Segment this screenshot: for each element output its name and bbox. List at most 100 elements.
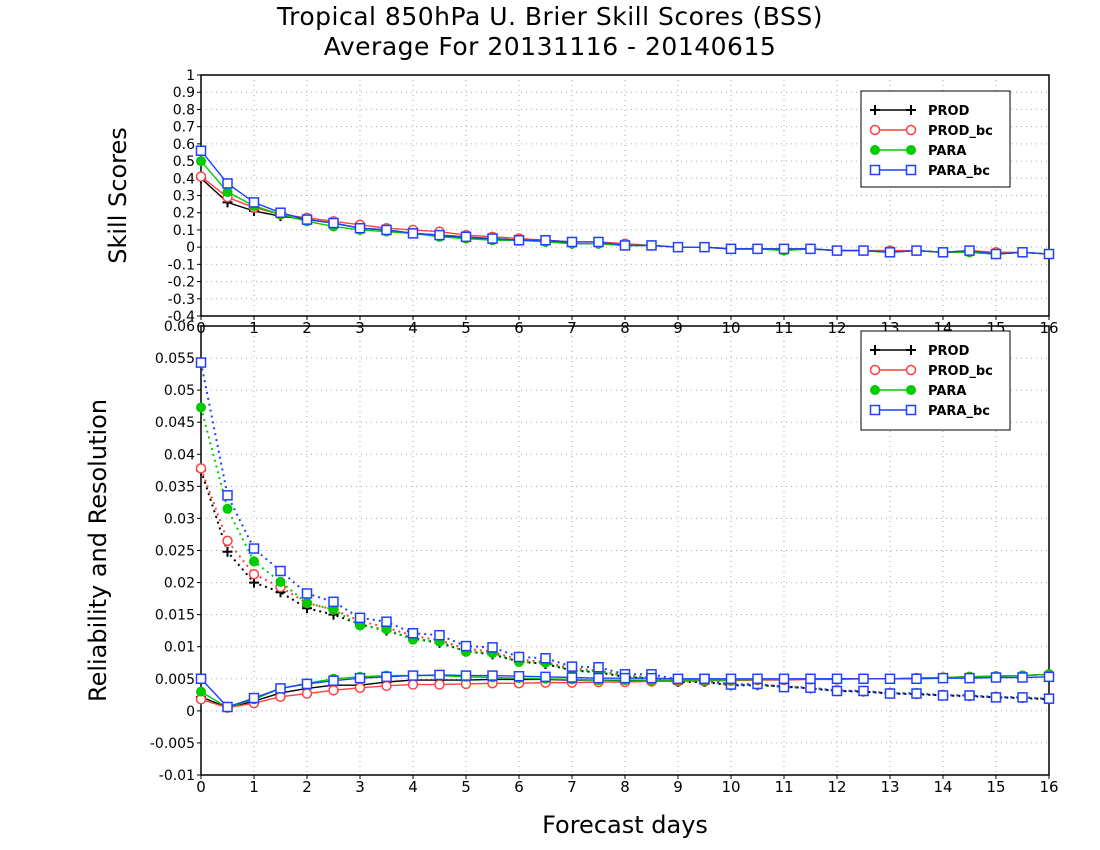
x-tick-label: 5	[461, 319, 471, 337]
point-para-bc	[354, 222, 366, 234]
legend-marker	[869, 164, 881, 176]
point-para	[249, 556, 259, 567]
x-tick-label: 6	[514, 778, 524, 796]
point-para-bc	[831, 673, 843, 685]
point-para-bc	[328, 217, 339, 229]
x-tick-label: 10	[721, 319, 740, 337]
point-para-bc	[805, 673, 816, 685]
point-prod-bc	[248, 568, 260, 580]
y-tick-label: 0.015	[155, 608, 195, 624]
point-para	[196, 156, 206, 167]
point-para-bc	[672, 241, 684, 253]
point-para-bc	[831, 685, 843, 697]
resolution-series-group	[195, 357, 1055, 705]
point-para-bc	[566, 672, 578, 683]
y-tick-label: 0.8	[173, 102, 195, 118]
point-para-bc	[858, 245, 869, 256]
point-para-bc	[487, 642, 498, 653]
x-tick-label: 5	[461, 778, 471, 796]
y-tick-label: -0.01	[159, 768, 195, 784]
legend-box	[860, 90, 1011, 188]
legend-entry-prod-bc: PROD_bc	[928, 124, 993, 139]
series-group	[195, 145, 1055, 260]
legend-entry-para-bc: PARA_bc	[928, 164, 990, 179]
legend-marker	[906, 385, 916, 395]
x-tick-label: 7	[567, 319, 577, 337]
y-tick-label: 0.5	[173, 154, 195, 170]
y-tick-label: -0.4	[168, 309, 195, 325]
point-para-bc	[460, 670, 472, 681]
point-para-bc	[805, 243, 816, 255]
point-para-bc	[275, 565, 286, 577]
x-tick-label: 12	[827, 319, 846, 337]
point-para-bc	[699, 241, 710, 253]
legend-entry-prod-bc: PROD_bc	[928, 364, 993, 379]
point-para-bc	[434, 629, 445, 641]
chart-subtitle: Average For 20131116 - 20140615	[323, 32, 777, 61]
x-tick-label: 14	[933, 778, 952, 796]
point-para-bc	[407, 228, 419, 239]
point-prod-bc	[222, 535, 233, 547]
legend: PROD PROD_bc PARA PARA_bc	[860, 90, 1011, 188]
legend-marker	[906, 145, 916, 155]
point-para-bc	[460, 640, 472, 652]
point-para-bc	[248, 692, 260, 704]
point-para-bc	[593, 236, 604, 248]
legend-entry-para: PARA	[928, 384, 966, 399]
point-para-bc	[937, 247, 949, 258]
point-prod-bc	[381, 680, 392, 692]
point-prod-bc	[407, 679, 419, 690]
point-para-bc	[858, 673, 869, 685]
point-para	[222, 187, 233, 198]
point-prod	[222, 546, 233, 557]
x-tick-label: 11	[774, 319, 793, 337]
legend-marker	[905, 164, 917, 176]
point-para-bc	[990, 248, 1002, 260]
x-tick-label: 13	[880, 778, 899, 796]
legend-entry-para-bc: PARA_bc	[928, 404, 990, 419]
point-para-bc	[646, 240, 657, 251]
point-para-bc	[354, 612, 366, 624]
x-tick-label: 11	[774, 778, 793, 796]
y-tick-label: 0.1	[173, 223, 195, 239]
x-tick-label: 12	[827, 778, 846, 796]
point-para-bc	[195, 145, 207, 156]
reliability-series-group	[195, 669, 1055, 713]
point-prod-bc	[301, 688, 313, 699]
x-tick-label: 2	[302, 319, 312, 337]
point-para-bc	[646, 672, 657, 684]
point-para-bc	[275, 207, 286, 218]
y-tick-label: 0.2	[173, 206, 195, 222]
legend-marker	[870, 385, 880, 395]
x-tick-label: 8	[620, 778, 630, 796]
legend-marker	[869, 124, 881, 136]
legend-box	[860, 330, 1011, 431]
point-para-bc	[222, 701, 233, 713]
y-tick-label: 0.025	[155, 544, 195, 560]
point-para-bc	[911, 673, 922, 685]
point-para-bc	[619, 240, 631, 251]
point-para-bc	[407, 670, 419, 681]
point-para	[196, 686, 206, 697]
point-para-bc	[195, 673, 207, 685]
point-para-bc	[937, 690, 949, 701]
y-tick-label: 0.01	[164, 640, 195, 656]
point-para-bc	[593, 672, 604, 684]
point-para-bc	[248, 197, 260, 208]
point-para-bc	[354, 672, 366, 684]
point-para-bc	[725, 673, 737, 685]
legend: PROD PROD_bc PARA PARA_bc	[860, 330, 1011, 431]
point-para-bc	[513, 235, 525, 246]
x-tick-label: 1	[249, 778, 259, 796]
panel-2: -0.01 -0.005 0 0.005 0.01 0.015 0.02 0.025 0.03 0…	[84, 319, 1059, 796]
series-line-prod	[200, 470, 1050, 701]
point-para-bc	[222, 490, 233, 501]
point-para	[222, 503, 233, 514]
point-para-bc	[566, 661, 578, 672]
y-tick-label: 0.9	[173, 85, 195, 101]
y-axis-label: Reliability and Resolution	[84, 399, 112, 702]
x-tick-label: 6	[514, 319, 524, 337]
point-para	[302, 598, 312, 609]
